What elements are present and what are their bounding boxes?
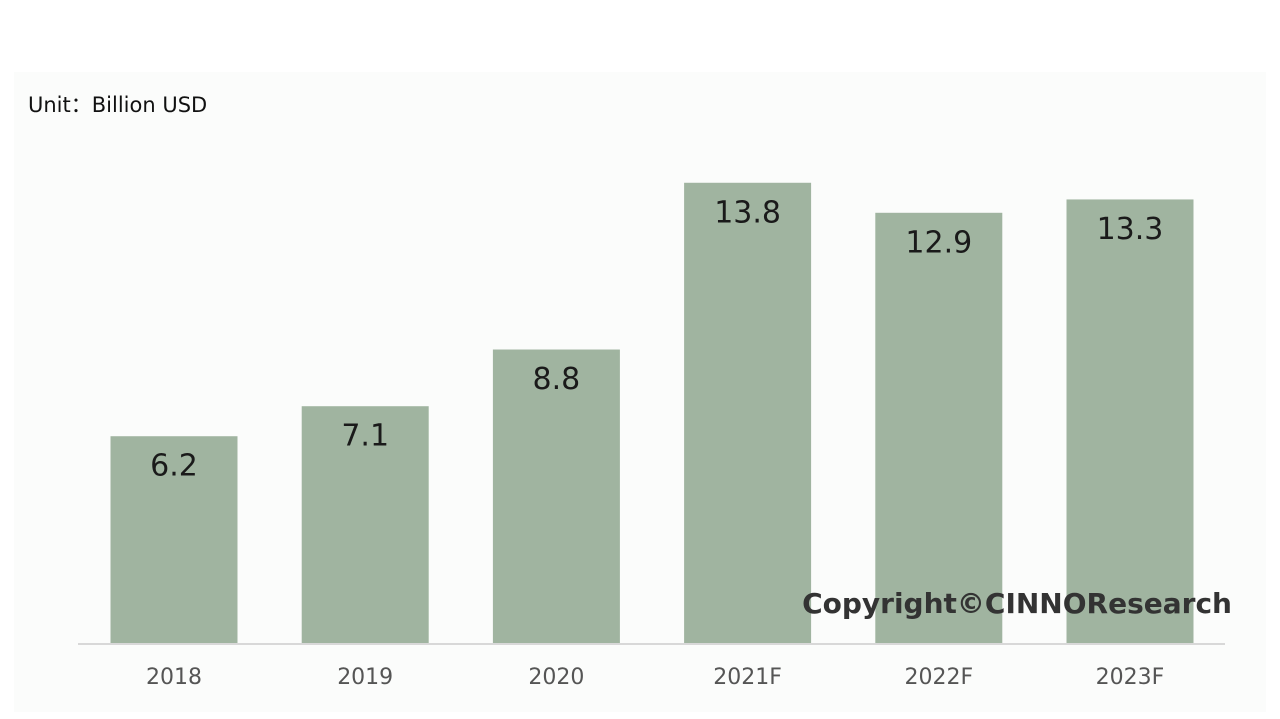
- value-label: 13.8: [714, 195, 781, 230]
- annotation: Copyright©CINNOResearch: [802, 587, 1232, 620]
- x-tick-label: 2019: [337, 665, 393, 690]
- bar: [1066, 199, 1194, 643]
- x-tick-label: 2020: [528, 665, 584, 690]
- value-label: 8.8: [533, 362, 581, 397]
- value-label: 13.3: [1097, 212, 1164, 247]
- bar: [684, 182, 812, 643]
- bar: [492, 349, 620, 643]
- value-label: 7.1: [341, 419, 389, 454]
- x-tick-label: 2018: [146, 665, 202, 690]
- chart-subtitle: Unit：Billion USD: [28, 93, 207, 117]
- x-tick-label: 2021F: [713, 665, 782, 690]
- x-tick-label: 2023F: [1096, 665, 1165, 690]
- bar: [301, 406, 429, 643]
- value-label: 12.9: [905, 225, 972, 260]
- value-label: 6.2: [150, 449, 198, 484]
- bar: [110, 436, 238, 643]
- bar: [875, 212, 1003, 643]
- x-tick-label: 2022F: [904, 665, 973, 690]
